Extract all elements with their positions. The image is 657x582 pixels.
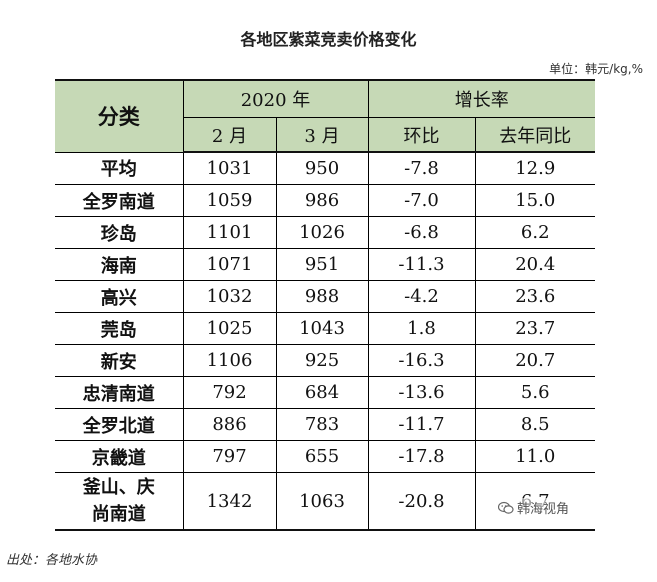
wechat-icon — [498, 501, 514, 514]
header-feb: 2 月 — [183, 117, 277, 153]
cell-mom: -7.0 — [368, 184, 476, 217]
cell-mar: 655 — [276, 440, 369, 473]
table-row: 海南 1071 951 -11.3 20.4 — [55, 248, 595, 281]
cell-mom: -4.2 — [368, 280, 476, 313]
cell-mar: 1063 — [276, 472, 369, 531]
cell-mom: -16.3 — [368, 344, 476, 377]
cell-feb: 792 — [183, 376, 277, 409]
table-row: 京畿道 797 655 -17.8 11.0 — [55, 440, 595, 473]
cell-yoy: 20.7 — [475, 344, 595, 377]
cell-mar: 925 — [276, 344, 369, 377]
header-year: 2020 年 — [183, 79, 369, 118]
cell-mar: 1043 — [276, 312, 369, 345]
cell-mom: -17.8 — [368, 440, 476, 473]
cell-mar: 783 — [276, 408, 369, 441]
table-row: 平均 1031 950 -7.8 12.9 — [55, 152, 595, 185]
cell-mom: -11.3 — [368, 248, 476, 281]
table-row: 新安 1106 925 -16.3 20.7 — [55, 344, 595, 377]
row-name: 珍岛 — [55, 216, 184, 249]
header-category: 分类 — [55, 79, 184, 153]
cell-yoy: 23.7 — [475, 312, 595, 345]
source-note: 出处：各地水协 — [6, 553, 98, 568]
cell-mom: -6.8 — [368, 216, 476, 249]
cell-yoy: 5.6 — [475, 376, 595, 409]
row-name: 釜山、庆 尚南道 — [55, 472, 184, 531]
table-title: 各地区紫菜竞卖价格变化 — [240, 30, 417, 49]
row-name-line2: 尚南道 — [91, 504, 146, 525]
row-name: 平均 — [55, 152, 184, 185]
cell-mar: 988 — [276, 280, 369, 313]
cell-yoy: 11.0 — [475, 440, 595, 473]
cell-feb: 1342 — [183, 472, 277, 531]
cell-feb: 1106 — [183, 344, 277, 377]
table-row: 莞岛 1025 1043 1.8 23.7 — [55, 312, 595, 345]
cell-feb: 1071 — [183, 248, 277, 281]
cell-feb: 1101 — [183, 216, 277, 249]
row-name: 全罗南道 — [55, 184, 184, 217]
row-name: 高兴 — [55, 280, 184, 313]
cell-feb: 1032 — [183, 280, 277, 313]
unit-label: 单位：韩元/kg,% — [549, 62, 643, 76]
cell-mar: 684 — [276, 376, 369, 409]
table-row: 全罗南道 1059 986 -7.0 15.0 — [55, 184, 595, 217]
cell-mar: 950 — [276, 152, 369, 185]
cell-feb: 797 — [183, 440, 277, 473]
cell-mom: -20.8 — [368, 472, 476, 531]
cell-feb: 1031 — [183, 152, 277, 185]
cell-yoy: 12.9 — [475, 152, 595, 185]
cell-mar: 951 — [276, 248, 369, 281]
watermark: 韩海视角 — [498, 498, 570, 517]
header-mom: 环比 — [368, 117, 476, 153]
table-row: 忠清南道 792 684 -13.6 5.6 — [55, 376, 595, 409]
row-name-line1: 釜山、庆 — [82, 477, 155, 498]
table-row: 高兴 1032 988 -4.2 23.6 — [55, 280, 595, 313]
cell-mar: 1026 — [276, 216, 369, 249]
cell-yoy: 23.6 — [475, 280, 595, 313]
cell-mom: -7.8 — [368, 152, 476, 185]
table-row: 全罗北道 886 783 -11.7 8.5 — [55, 408, 595, 441]
row-name: 新安 — [55, 344, 184, 377]
table-row: 釜山、庆 尚南道 1342 1063 -20.8 6.7 — [55, 472, 595, 531]
watermark-text: 韩海视角 — [517, 502, 570, 517]
price-table: 分类 2020 年 增长率 2 月 3 月 环比 去年同比 平均 1031 95… — [55, 79, 595, 531]
header-yoy: 去年同比 — [475, 117, 595, 153]
cell-mom: -13.6 — [368, 376, 476, 409]
cell-yoy: 20.4 — [475, 248, 595, 281]
cell-yoy: 6.2 — [475, 216, 595, 249]
cell-feb: 886 — [183, 408, 277, 441]
cell-feb: 1059 — [183, 184, 277, 217]
row-name: 海南 — [55, 248, 184, 281]
header-growth: 增长率 — [368, 79, 595, 118]
header-mar: 3 月 — [276, 117, 369, 153]
cell-feb: 1025 — [183, 312, 277, 345]
table-row: 珍岛 1101 1026 -6.8 6.2 — [55, 216, 595, 249]
row-name: 全罗北道 — [55, 408, 184, 441]
row-name: 京畿道 — [55, 440, 184, 473]
cell-yoy: 15.0 — [475, 184, 595, 217]
cell-mar: 986 — [276, 184, 369, 217]
row-name: 莞岛 — [55, 312, 184, 345]
cell-mom: -11.7 — [368, 408, 476, 441]
cell-mom: 1.8 — [368, 312, 476, 345]
row-name: 忠清南道 — [55, 376, 184, 409]
cell-yoy: 8.5 — [475, 408, 595, 441]
